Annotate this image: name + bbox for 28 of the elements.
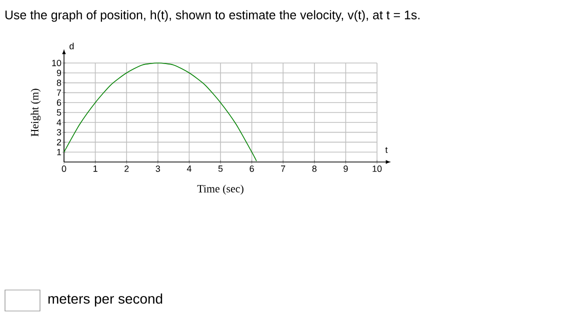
y-tick-label: 1: [57, 149, 62, 156]
y-tick-label: 5: [56, 109, 62, 116]
y-tick-label: 9: [56, 70, 62, 76]
line-series: [64, 62, 257, 162]
y-tick-label: 6: [56, 99, 62, 106]
text: meters per second: [48, 293, 162, 306]
y-tick-label: 7: [56, 90, 62, 96]
x-tick-label: 7: [281, 166, 286, 172]
text: t: [385, 147, 388, 153]
x-tick-label: 6: [250, 166, 254, 172]
x-tick-label: 2: [124, 166, 129, 172]
chart-title: Use the graph of position, h(t), shown to estimate the velocity, v(t), at t = 1s.: [5, 10, 420, 22]
x-tick-label: 1: [94, 166, 98, 172]
text: d: [70, 42, 74, 50]
x-tick-label: 4: [186, 166, 192, 172]
x-tick-label: 10: [372, 166, 382, 172]
x-tick-label: 3: [156, 166, 160, 172]
x-tick-label: 0: [62, 166, 66, 172]
y-tick-label: 10: [52, 60, 62, 66]
x-tick-label: 8: [312, 166, 317, 172]
y-axis-title: Height (m): [30, 88, 41, 136]
x-axis-title: Time (sec): [197, 184, 244, 195]
y-tick-label: 2: [56, 139, 62, 146]
y-tick-label: 4: [56, 119, 62, 126]
x-tick-label: 9: [344, 166, 348, 172]
y-tick-label: 8: [56, 80, 62, 86]
y-tick-label: 3: [56, 129, 62, 136]
x-tick-label: 5: [218, 166, 223, 172]
